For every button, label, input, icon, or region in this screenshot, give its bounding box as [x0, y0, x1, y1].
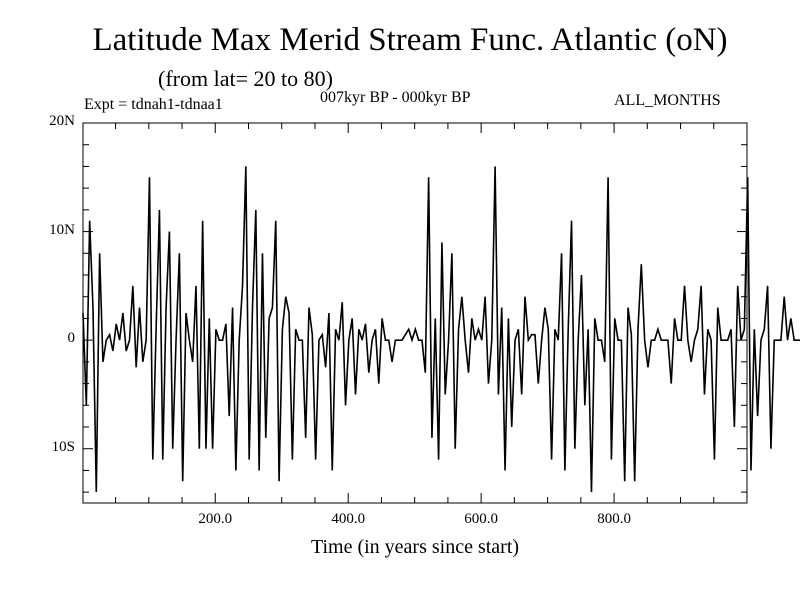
experiment-label: Expt = tdnah1-tdnaa1	[84, 96, 223, 113]
tick-layer	[83, 123, 747, 503]
series-layer	[82, 166, 800, 493]
x-tick-label: 800.0	[597, 511, 631, 527]
period-label: 007kyr BP - 000kyr BP	[320, 89, 471, 106]
chart-title: Latitude Max Merid Stream Func. Atlantic…	[92, 22, 728, 58]
x-tick-label: 600.0	[464, 511, 498, 527]
y-tick-label: 10N	[49, 221, 75, 238]
y-tick-label: 0	[67, 330, 76, 347]
y-tick-label: 10S	[51, 438, 75, 455]
series-line-0	[82, 166, 800, 493]
plot-frame	[82, 122, 748, 504]
chart-subtitle: (from lat= 20 to 80)	[158, 66, 333, 91]
x-tick-label: 200.0	[198, 511, 233, 527]
x-axis-label: Time (in years since start)	[310, 536, 520, 558]
x-tick-label: 400.0	[331, 511, 366, 527]
y-tick-label: 20N	[49, 113, 75, 129]
months-label: ALL_MONTHS	[614, 92, 721, 109]
